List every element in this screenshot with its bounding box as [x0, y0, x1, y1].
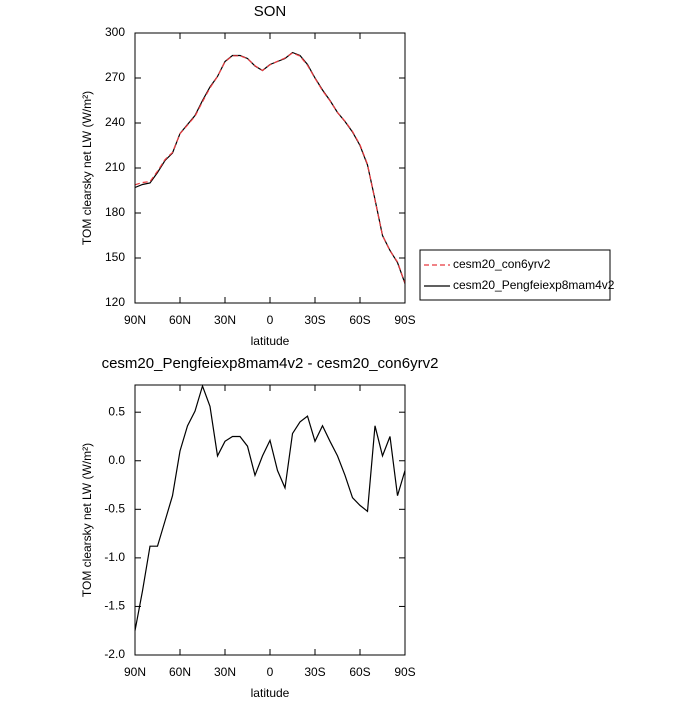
- y-tick-label: -2.0: [104, 647, 125, 661]
- y-tick-label: -1.5: [104, 599, 125, 613]
- plot-frame: [134, 384, 406, 656]
- x-tick-label: 30S: [304, 313, 325, 327]
- y-tick-label: 240: [105, 115, 125, 129]
- x-tick-label: 90S: [394, 313, 415, 327]
- x-tick-label: 90N: [124, 665, 146, 679]
- y-axis-label: TOM clearsky net LW (W/m²): [80, 91, 94, 245]
- y-tick-label: 270: [105, 70, 125, 84]
- y-tick-label: 150: [105, 250, 125, 264]
- chart-title: SON: [254, 3, 287, 20]
- y-tick-label: 300: [105, 25, 125, 39]
- legend-label: cesm20_con6yrv2: [453, 257, 551, 271]
- x-tick-label: 60S: [349, 313, 370, 327]
- x-tick-label: 90S: [394, 665, 415, 679]
- data-line: [134, 384, 406, 631]
- legend-label: cesm20_Pengfeiexp8mam4v2: [453, 278, 615, 292]
- data-line: [134, 51, 406, 284]
- x-axis-label: latitude: [251, 686, 290, 700]
- chart-title: cesm20_Pengfeiexp8mam4v2 - cesm20_con6yr…: [102, 355, 439, 372]
- x-tick-label: 30S: [304, 665, 325, 679]
- x-tick-label: 30N: [214, 313, 236, 327]
- x-tick-label: 90N: [124, 313, 146, 327]
- plot-frame: [134, 32, 406, 304]
- data-line: [134, 52, 406, 284]
- legend-box: [419, 249, 611, 301]
- y-tick-label: -0.5: [104, 501, 125, 515]
- x-tick-label: 0: [267, 665, 274, 679]
- y-axis-label: TOM clearsky net LW (W/m²): [80, 443, 94, 597]
- y-tick-label: 120: [105, 295, 125, 309]
- x-tick-label: 0: [267, 313, 274, 327]
- y-tick-label: 0.0: [108, 453, 125, 467]
- x-tick-label: 60N: [169, 665, 191, 679]
- y-tick-label: -1.0: [104, 550, 125, 564]
- x-tick-label: 60N: [169, 313, 191, 327]
- y-tick-label: 0.5: [108, 404, 125, 418]
- x-tick-label: 60S: [349, 665, 370, 679]
- x-axis-label: latitude: [251, 334, 290, 348]
- y-tick-label: 210: [105, 160, 125, 174]
- y-tick-label: 180: [105, 205, 125, 219]
- x-tick-label: 30N: [214, 665, 236, 679]
